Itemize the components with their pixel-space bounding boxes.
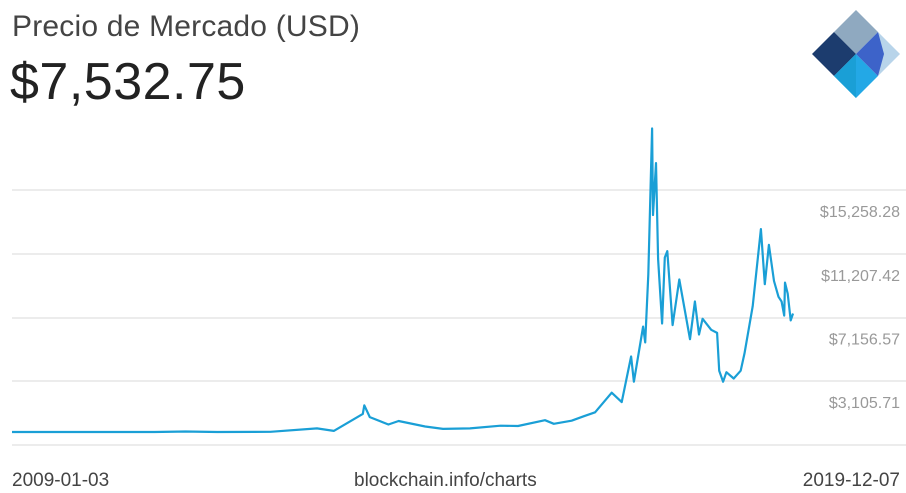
y-tick-label: $3,105.71 bbox=[829, 395, 900, 412]
y-tick-label: $15,258.28 bbox=[820, 204, 900, 221]
chart-title: Precio de Mercado (USD) bbox=[12, 10, 361, 43]
price-series-line bbox=[12, 127, 795, 434]
start-date-label: 2009-01-03 bbox=[12, 470, 110, 491]
source-label: blockchain.info/charts bbox=[354, 470, 537, 491]
blockchain-logo-icon bbox=[812, 10, 900, 98]
current-price: $7,532.75 bbox=[10, 53, 246, 111]
y-tick-label: $7,156.57 bbox=[829, 331, 900, 348]
y-tick-label: $11,207.42 bbox=[821, 268, 900, 285]
end-date-label: 2019-12-07 bbox=[802, 470, 900, 491]
